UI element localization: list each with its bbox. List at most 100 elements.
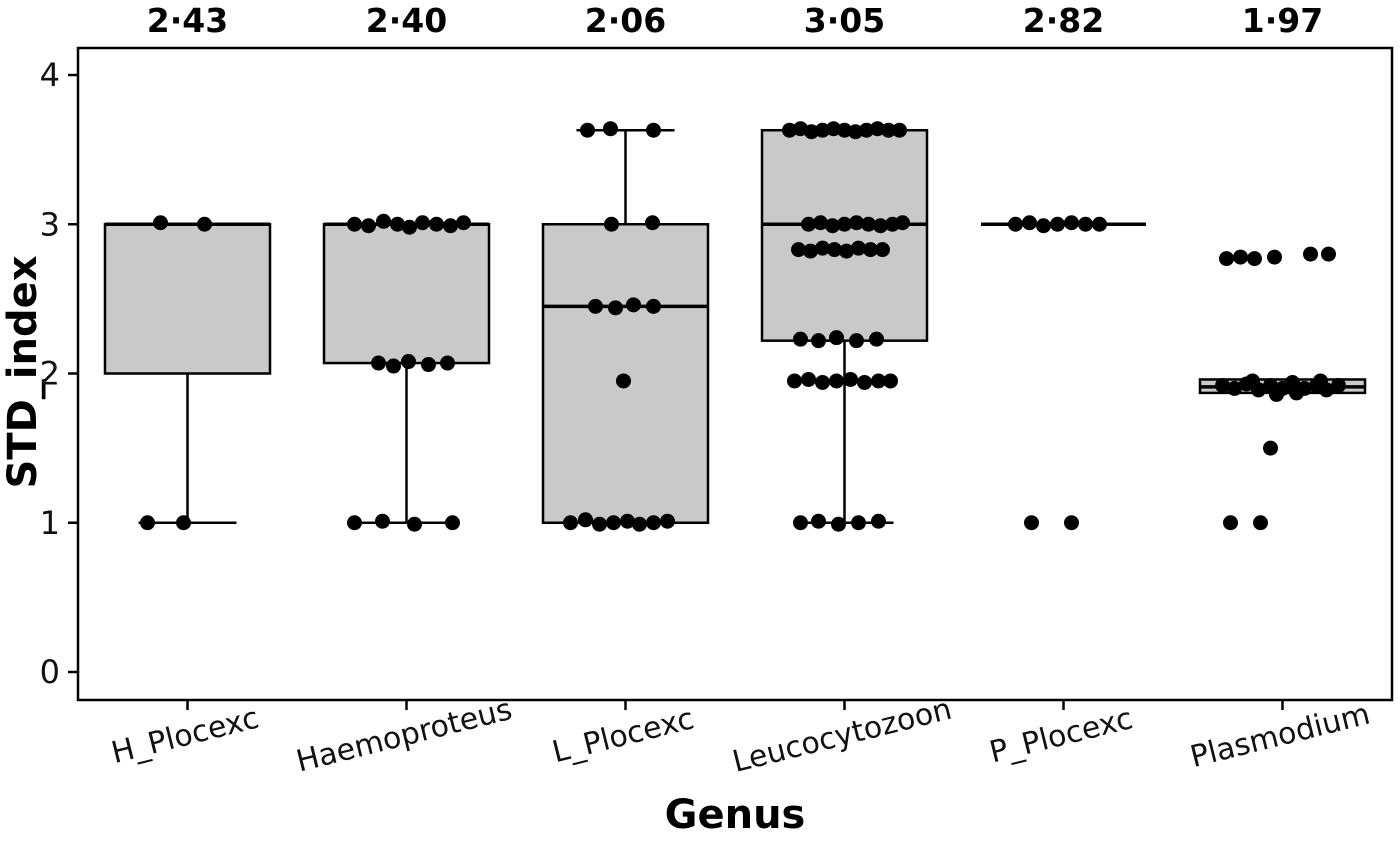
jitter-point — [1245, 373, 1260, 389]
mean-label: 2·43 — [147, 1, 228, 40]
jitter-point — [563, 515, 578, 531]
y-tick-label: 2 — [40, 355, 60, 393]
jitter-point — [1219, 251, 1234, 267]
jitter-point — [616, 373, 631, 389]
jitter-point — [869, 331, 884, 347]
jitter-point — [646, 515, 661, 531]
x-tick-label: P_Plocexc — [986, 701, 1136, 770]
jitter-point — [1092, 216, 1107, 232]
box — [541, 223, 710, 524]
jitter-point — [604, 216, 619, 232]
jitter-point — [1024, 515, 1039, 531]
jitter-point — [176, 515, 191, 531]
jitter-point — [645, 215, 660, 231]
jitter-point — [1036, 218, 1051, 234]
jitter-point — [815, 374, 830, 390]
jitter-point — [375, 513, 390, 529]
jitter-point — [660, 513, 675, 529]
mean-label: 2·82 — [1023, 1, 1104, 40]
jitter-point — [421, 357, 436, 373]
jitter-point — [883, 373, 898, 389]
box — [103, 223, 272, 375]
jitter-point — [839, 243, 854, 259]
jitter-point — [608, 300, 623, 316]
jitter-point — [825, 218, 840, 234]
jitter-point — [1331, 377, 1346, 393]
jitter-point — [837, 122, 852, 138]
jitter-point — [811, 513, 826, 529]
jitter-point — [801, 371, 816, 387]
jitter-point — [829, 330, 844, 346]
jitter-point — [445, 515, 460, 531]
jitter-point — [804, 124, 819, 140]
jitter-point — [140, 515, 155, 531]
jitter-point — [791, 242, 806, 258]
jitter-point — [801, 216, 816, 232]
jitter-point — [606, 515, 621, 531]
jitter-point — [815, 240, 830, 256]
jitter-point — [851, 515, 866, 531]
y-tick-label: 1 — [40, 504, 60, 542]
mean-label: 2·06 — [585, 1, 666, 40]
jitter-point — [1227, 380, 1242, 396]
jitter-point — [390, 216, 405, 232]
x-tick-label: L_Plocexc — [549, 701, 698, 770]
jitter-point — [782, 122, 797, 138]
jitter-point — [827, 242, 842, 258]
jitter-point — [1253, 515, 1268, 531]
jitter-point — [1008, 216, 1023, 232]
x-tick-label: Plasmodium — [1187, 697, 1374, 775]
jitter-point — [849, 333, 864, 349]
jitter-point — [386, 358, 401, 374]
jitter-point — [440, 355, 455, 371]
jitter-point — [1215, 377, 1230, 393]
jitter-point — [831, 516, 846, 532]
jitter-point — [849, 215, 864, 231]
box — [760, 128, 929, 342]
y-axis-title: STD_index — [0, 255, 46, 488]
jitter-point — [415, 215, 430, 231]
jitter-point — [861, 216, 876, 232]
jitter-point — [361, 218, 376, 234]
jitter-point — [456, 215, 471, 231]
jitter-point — [371, 355, 386, 371]
jitter-point — [1233, 249, 1248, 265]
jitter-point — [578, 512, 593, 528]
jitter-point — [859, 122, 874, 138]
y-tick-label: 4 — [40, 56, 60, 94]
jitter-point — [407, 516, 422, 532]
jitter-point — [848, 124, 863, 140]
jitter-point — [1247, 251, 1262, 267]
jitter-point — [1064, 515, 1079, 531]
jitter-point — [811, 333, 826, 349]
jitter-point — [875, 242, 890, 258]
jitter-point — [347, 216, 362, 232]
jitter-point — [829, 373, 844, 389]
jitter-point — [620, 513, 635, 529]
jitter-point — [851, 240, 866, 256]
jitter-point — [1022, 215, 1037, 231]
jitter-point — [376, 213, 391, 229]
jitter-point — [881, 122, 896, 138]
jitter-point — [793, 515, 808, 531]
jitter-point — [626, 297, 641, 313]
jitter-point — [1078, 216, 1093, 232]
jitter-point — [1321, 246, 1336, 262]
jitter-point — [813, 215, 828, 231]
jitter-point — [1064, 215, 1079, 231]
mean-label: 3·05 — [804, 1, 885, 40]
jitter-point — [401, 354, 416, 370]
jitter-point — [837, 216, 852, 232]
jitter-point — [863, 242, 878, 258]
jitter-point — [1223, 515, 1238, 531]
jitter-point — [873, 218, 888, 234]
jitter-point — [803, 243, 818, 259]
jitter-point — [592, 516, 607, 532]
mean-label: 2·40 — [366, 1, 447, 40]
jitter-point — [197, 216, 212, 232]
x-tick-label: Haemoproteus — [293, 692, 516, 779]
y-tick-label: 3 — [40, 205, 60, 243]
jitter-point — [871, 513, 886, 529]
jitter-point — [857, 374, 872, 390]
